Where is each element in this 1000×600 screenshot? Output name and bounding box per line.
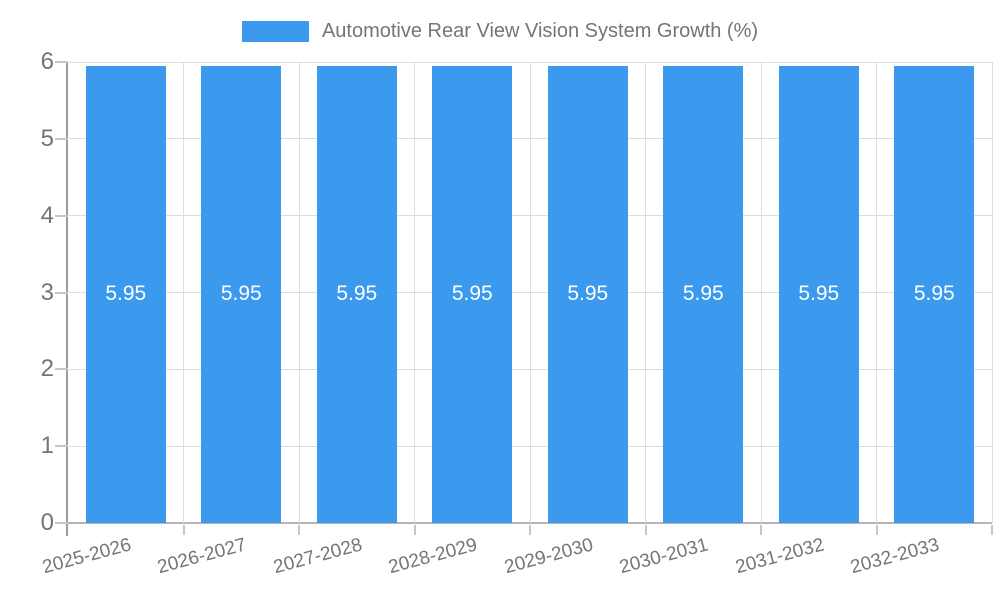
x-tick: [529, 525, 531, 535]
x-axis-label: 2026-2027: [155, 534, 249, 579]
bar[interactable]: [201, 65, 282, 523]
bar-value-label: 5.95: [451, 282, 493, 306]
gridline-vertical: [645, 62, 646, 523]
gridline-vertical: [183, 62, 184, 523]
bar[interactable]: [778, 65, 859, 523]
x-tick: [875, 525, 878, 535]
legend-swatch: [241, 21, 309, 42]
gridline-vertical: [760, 62, 762, 523]
bar[interactable]: [316, 65, 397, 523]
bar-value-label: 5.95: [798, 282, 840, 306]
y-tick: [55, 445, 68, 448]
y-axis-label: 2: [40, 355, 54, 383]
bar[interactable]: [547, 65, 628, 523]
y-tick: [55, 214, 68, 217]
x-axis-label: 2032-2033: [848, 534, 942, 579]
y-axis-label: 5: [40, 124, 54, 152]
gridline-vertical: [414, 62, 415, 523]
x-tick: [413, 525, 416, 535]
x-tick: [298, 525, 300, 535]
legend-label: Automotive Rear View Vision System Growt…: [321, 20, 759, 42]
x-axis-label: 2030-2031: [617, 534, 711, 579]
bar-value-label: 5.95: [682, 282, 724, 306]
y-tick: [55, 368, 68, 371]
y-tick: [55, 291, 68, 294]
bar[interactable]: [663, 65, 744, 523]
gridline-vertical: [991, 62, 993, 523]
y-tick: [55, 522, 68, 524]
gridline-vertical: [298, 62, 300, 523]
bar[interactable]: [894, 65, 975, 523]
x-axis-label: 2025-2026: [40, 534, 134, 579]
bar[interactable]: [432, 65, 513, 523]
bar[interactable]: [85, 65, 166, 523]
x-tick: [182, 525, 185, 535]
y-axis-label: 6: [40, 48, 54, 75]
y-axis-label: 4: [40, 201, 54, 229]
gridline-vertical: [876, 62, 877, 523]
x-axis-label: 2027-2028: [271, 534, 365, 579]
x-tick: [991, 525, 993, 535]
bar-value-label: 5.95: [336, 282, 378, 306]
bar-value-label: 5.95: [567, 282, 609, 306]
x-tick: [644, 525, 647, 535]
y-axis-label: 0: [40, 509, 54, 536]
bar-value-label: 5.95: [105, 282, 147, 306]
gridline-vertical: [529, 62, 531, 523]
bar-value-label: 5.95: [220, 282, 262, 306]
legend[interactable]: Automotive Rear View Vision System Growt…: [0, 20, 1000, 43]
y-axis-label: 3: [40, 278, 54, 306]
x-axis-label: 2028-2029: [386, 534, 480, 579]
y-axis-line: [66, 62, 68, 536]
y-axis-label: 1: [40, 432, 54, 460]
x-tick: [760, 525, 762, 535]
y-tick: [55, 61, 68, 63]
x-axis-line: [66, 522, 992, 524]
x-axis-label: 2031-2032: [733, 534, 827, 579]
y-tick: [55, 137, 68, 140]
bar-value-label: 5.95: [913, 282, 955, 306]
x-axis-label: 2029-2030: [502, 534, 596, 579]
